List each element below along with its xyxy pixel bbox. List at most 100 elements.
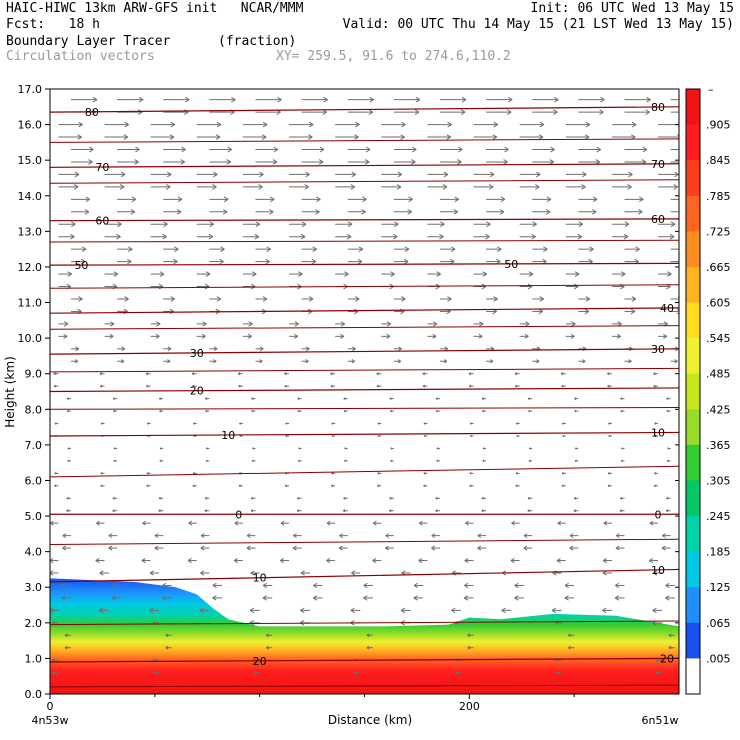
isotherm-label: 10 xyxy=(221,429,235,442)
wind-vector xyxy=(300,570,310,576)
wind-vector xyxy=(435,496,440,500)
wind-vector xyxy=(578,196,598,203)
wind-vector xyxy=(150,221,168,228)
wind-vector xyxy=(188,520,197,526)
wind-vector xyxy=(165,633,172,638)
wind-vector xyxy=(565,321,576,327)
wind-vector xyxy=(50,558,59,564)
y-tick-label: 1.0 xyxy=(25,652,43,665)
wind-vector xyxy=(473,184,494,190)
wind-vector xyxy=(423,472,428,475)
wind-vector xyxy=(331,434,336,438)
wind-vector xyxy=(655,670,663,675)
wind-vector xyxy=(565,233,583,240)
wind-vector xyxy=(209,159,232,165)
wind-vector xyxy=(668,645,675,650)
wind-vector xyxy=(578,359,586,364)
wind-vector xyxy=(381,221,399,228)
wind-vector xyxy=(209,196,229,203)
wind-vector xyxy=(344,447,348,450)
wind-vector xyxy=(614,595,625,601)
wind-vector xyxy=(413,595,424,601)
y-tick-label: 11.0 xyxy=(18,297,43,310)
wind-vector xyxy=(64,633,71,638)
wind-vector xyxy=(624,359,632,364)
wind-vector xyxy=(98,607,109,614)
wind-vector xyxy=(464,582,474,589)
wind-vector xyxy=(117,296,129,302)
isotherm-line xyxy=(50,262,679,266)
wind-vector xyxy=(603,520,612,526)
wind-vector xyxy=(670,248,679,250)
wind-vector xyxy=(152,670,160,675)
wind-vector xyxy=(393,159,416,165)
wind-vector xyxy=(377,434,382,438)
wind-vector xyxy=(393,196,413,203)
wind-vector xyxy=(163,159,185,165)
wind-vector xyxy=(117,346,126,352)
y-tick-label: 12.0 xyxy=(18,261,43,274)
contour-line xyxy=(50,138,679,143)
wind-vector xyxy=(611,121,637,128)
wind-vector xyxy=(574,397,579,401)
wind-vector xyxy=(662,533,671,539)
wind-vector xyxy=(423,434,428,438)
wind-vector xyxy=(330,372,336,376)
wind-vector xyxy=(66,397,71,401)
wind-vector xyxy=(363,582,373,589)
wind-vector xyxy=(381,321,392,327)
wind-vector xyxy=(519,233,536,240)
wind-vector xyxy=(209,296,222,302)
wind-vector xyxy=(574,409,579,413)
wind-vector xyxy=(423,484,428,488)
wind-vector xyxy=(54,472,59,475)
wind-vector xyxy=(381,271,395,277)
wind-vector xyxy=(250,509,256,513)
wind-vector xyxy=(192,384,197,388)
wind-vector xyxy=(66,409,71,413)
wind-vector xyxy=(653,570,663,576)
wind-vector xyxy=(381,134,405,140)
wind-vector xyxy=(486,96,513,103)
wind-vector xyxy=(141,558,151,564)
isotherm-label: 0 xyxy=(655,508,662,521)
wind-vector xyxy=(165,645,172,650)
wind-vector xyxy=(163,258,178,265)
wind-vector xyxy=(519,221,537,228)
wind-vector xyxy=(439,96,467,103)
wind-vector xyxy=(297,459,302,463)
wind-vector xyxy=(104,221,122,228)
wind-vector xyxy=(439,258,455,265)
wind-vector xyxy=(473,321,484,327)
wind-vector xyxy=(162,582,172,589)
wind-vector xyxy=(301,346,310,352)
wind-vector xyxy=(372,558,382,564)
wind-vector xyxy=(578,96,605,103)
wind-vector xyxy=(564,595,575,601)
wind-vector xyxy=(468,372,474,376)
wind-vector xyxy=(246,545,256,551)
wind-vector xyxy=(467,633,474,638)
wind-vector xyxy=(523,545,533,551)
wind-vector xyxy=(519,171,541,178)
wind-vector xyxy=(150,121,176,128)
wind-vector xyxy=(567,633,575,638)
wind-vector xyxy=(481,509,487,513)
wind-vector xyxy=(528,447,533,450)
wind-vector xyxy=(435,509,440,513)
wind-vector xyxy=(242,184,263,190)
isotherm-label: 70 xyxy=(95,161,109,174)
wind-vector xyxy=(252,447,256,450)
wind-vector xyxy=(427,171,449,178)
wind-vector xyxy=(670,296,679,302)
wind-vector xyxy=(389,496,394,500)
wind-vector xyxy=(284,384,290,388)
wind-vector xyxy=(242,321,253,327)
wind-vector xyxy=(607,372,612,376)
wind-vector xyxy=(578,146,601,153)
wind-vector xyxy=(209,359,217,364)
isotherm-line xyxy=(50,657,679,663)
y-tick-label: 0.0 xyxy=(25,688,43,701)
wind-vector xyxy=(66,496,71,500)
wind-vector xyxy=(560,372,566,376)
